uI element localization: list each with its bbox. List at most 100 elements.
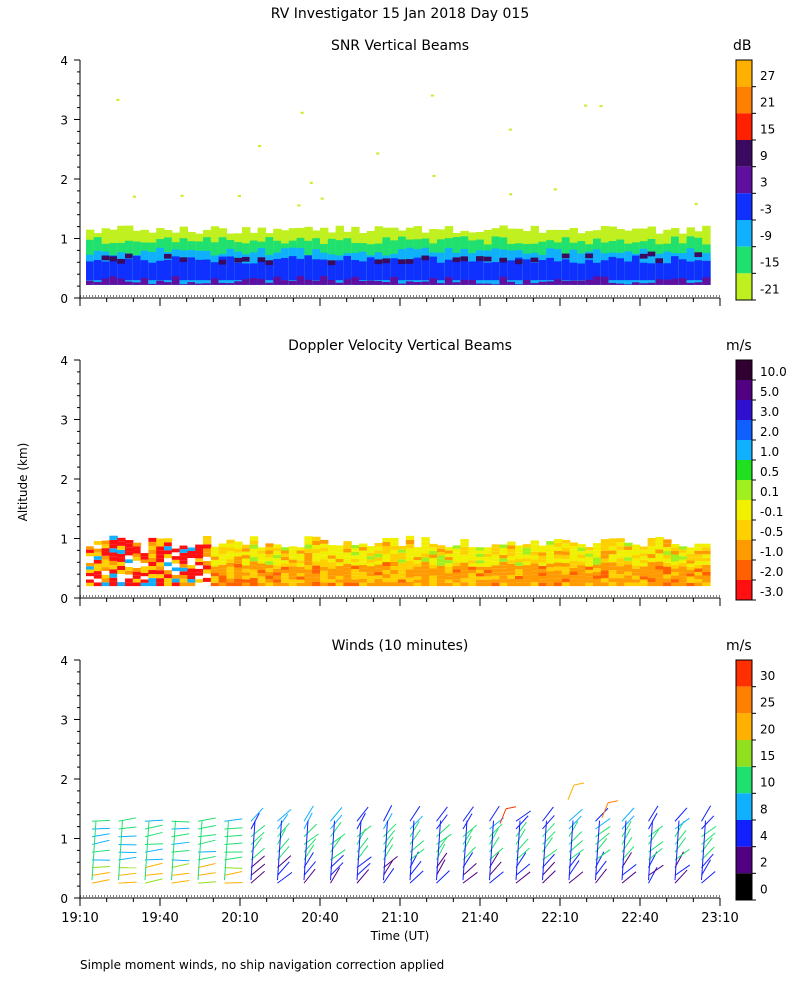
velocity-cell: [577, 572, 586, 576]
velocity-cell: [647, 546, 656, 551]
wind-barb: [356, 862, 371, 876]
velocity-cell: [343, 541, 352, 545]
velocity-cell: [288, 566, 298, 570]
velocity-cell: [429, 543, 438, 548]
snr-cell: [499, 257, 508, 263]
snr-cell: [468, 279, 477, 285]
velocity-cell: [171, 582, 181, 587]
snr-cell: [351, 276, 360, 285]
velocity-cell: [585, 573, 594, 577]
wind-barb: [621, 863, 637, 876]
snr-cell: [522, 259, 532, 281]
snr-cell: [242, 263, 251, 281]
velocity-cell: [296, 566, 305, 570]
velocity-cell: [655, 561, 664, 566]
snr-cell: [405, 281, 415, 285]
velocity-cell: [429, 547, 438, 551]
snr-cell: [101, 261, 110, 281]
velocity-cell: [671, 558, 680, 562]
velocity-cell: [663, 547, 672, 552]
velocity-cell: [366, 556, 376, 560]
velocity-cell: [226, 574, 235, 579]
snr-cell: [273, 276, 282, 285]
snr-cell: [538, 260, 547, 281]
velocity-cell: [359, 561, 368, 565]
velocity-cell: [413, 566, 422, 570]
velocity-cell: [429, 575, 438, 580]
velocity-cell: [312, 536, 321, 541]
velocity-cell: [437, 562, 446, 566]
velocity-cell: [156, 542, 165, 547]
velocity-cell: [125, 555, 134, 560]
snr-cell: [593, 276, 602, 285]
velocity-cell: [694, 554, 703, 558]
velocity-cell: [203, 561, 212, 566]
wind-barb: [489, 871, 504, 884]
velocity-cell: [491, 547, 500, 552]
snr-cell: [242, 256, 251, 262]
snr-cell: [686, 282, 695, 285]
velocity-cell: [187, 582, 196, 587]
velocity-cell: [242, 558, 251, 562]
velocity-cell: [218, 543, 227, 548]
velocity-cell: [421, 545, 430, 550]
snr-cell: [702, 277, 711, 285]
velocity-cell: [117, 561, 126, 566]
velocity-cell: [608, 578, 617, 583]
x-tick-label: 20:10: [221, 911, 258, 926]
wind-barb: [621, 828, 631, 845]
velocity-cell: [460, 546, 469, 551]
snr-cell: [132, 255, 142, 281]
velocity-cell: [125, 563, 134, 567]
snr-cell: [210, 278, 220, 285]
velocity-cell: [577, 551, 586, 555]
velocity-cell: [132, 571, 142, 576]
wind-barb: [595, 826, 611, 838]
velocity-cell: [218, 554, 227, 558]
snr-cell: [125, 253, 134, 259]
wind-barb: [144, 862, 163, 869]
wind-barb: [144, 878, 163, 884]
velocity-cell: [148, 537, 157, 542]
snr-cell: [382, 258, 391, 264]
velocity-cell: [148, 545, 157, 550]
velocity-cell: [187, 557, 196, 562]
snr-cell: [515, 259, 524, 265]
velocity-cell: [257, 582, 266, 587]
velocity-cell: [569, 578, 578, 583]
velocity-cell: [608, 550, 617, 555]
velocity-cell: [335, 582, 344, 587]
velocity-cell: [460, 570, 469, 575]
snr-cell: [265, 282, 274, 285]
snr-cell: [608, 256, 617, 281]
velocity-cell: [468, 569, 477, 574]
wind-barb: [595, 868, 607, 884]
velocity-cell: [351, 572, 360, 576]
velocity-cell: [148, 541, 157, 546]
velocity-cell: [374, 560, 383, 565]
wind-barb: [568, 815, 582, 830]
wind-barb: [542, 853, 555, 868]
colorbar-label: 21: [760, 96, 775, 110]
velocity-cell: [655, 537, 664, 542]
velocity-cell: [366, 562, 376, 567]
velocity-cell: [273, 558, 282, 562]
wind-stem: [303, 820, 309, 881]
wind-barb: [515, 815, 529, 830]
colorbar-segment: [736, 713, 752, 740]
velocity-cell: [374, 564, 383, 569]
velocity-cell: [195, 554, 204, 559]
velocity-cell: [577, 568, 586, 573]
wind-barb: [250, 807, 264, 822]
velocity-cell: [499, 554, 508, 559]
velocity-cell: [413, 563, 422, 567]
velocity-cell: [132, 549, 142, 554]
velocity-cell: [359, 568, 368, 572]
velocity-cell: [296, 576, 305, 580]
velocity-cell: [312, 557, 321, 562]
velocity-cell: [483, 550, 493, 554]
velocity-cell: [686, 550, 695, 554]
velocity-cell: [109, 544, 118, 549]
colorbar-segment: [736, 60, 752, 87]
